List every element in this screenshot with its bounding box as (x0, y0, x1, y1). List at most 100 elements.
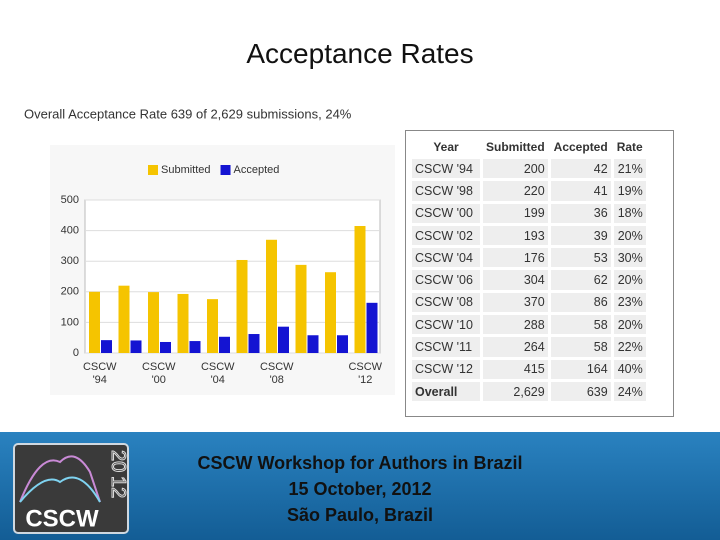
bar (160, 341, 171, 353)
bar (354, 226, 366, 353)
table-cell: 36 (550, 203, 611, 223)
bar (219, 336, 230, 353)
table-cell: CSCW '94 (412, 159, 480, 179)
table-cell: CSCW '98 (412, 181, 480, 201)
table-row: CSCW '12 415 164 40% (412, 359, 646, 379)
y-tick-label: 100 (61, 316, 79, 328)
bar (307, 335, 319, 353)
logo-year: 12 (107, 476, 129, 498)
table-cell: 30% (613, 248, 646, 268)
table-row: CSCW '06 304 62 20% (412, 270, 646, 290)
table-cell: CSCW '12 (412, 359, 480, 379)
bar (278, 326, 289, 353)
logo-year: 20 (107, 450, 129, 472)
table-cell: 199 (483, 203, 548, 223)
table-cell: 86 (550, 292, 611, 313)
table-cell: 42 (550, 159, 611, 179)
data-table: Year Submitted Accepted Rate CSCW '94 200 42 21… (405, 130, 674, 417)
table-cell: CSCW '11 (412, 337, 480, 357)
table-cell: 220 (483, 181, 548, 201)
table-cell: 200 (483, 159, 548, 179)
table-row: CSCW '08 370 86 23% (412, 292, 646, 313)
table-cell: CSCW '06 (412, 270, 480, 290)
table-cell: 288 (483, 315, 548, 335)
table-cell: 2,629 (483, 381, 548, 402)
table-cell: 41 (550, 181, 611, 201)
table-cell: 40% (613, 359, 646, 379)
table-row: CSCW '11 264 58 22% (412, 337, 646, 357)
table-cell: CSCW '08 (412, 292, 480, 313)
logo-curve (19, 455, 101, 503)
footer-line: 15 October, 2012 (288, 479, 431, 499)
table-row: Overall 2,629 639 24% (412, 381, 646, 402)
slide-title: Acceptance Rates (246, 38, 474, 69)
bar (189, 341, 201, 353)
footer-line: São Paulo, Brazil (287, 505, 433, 525)
table-cell: 58 (550, 337, 611, 357)
bar (148, 292, 159, 353)
table-row: CSCW '04 176 53 30% (412, 248, 646, 268)
bar (337, 335, 348, 353)
table-cell: 164 (550, 359, 611, 379)
chart-subtitle: Overall Acceptance Rate 639 of 2,629 sub… (24, 106, 352, 121)
table-cell: 20% (613, 315, 646, 335)
table-cell: 415 (483, 359, 548, 379)
table-cell: CSCW '00 (412, 203, 480, 223)
table-cell: 20% (613, 270, 646, 290)
bar (89, 291, 100, 353)
bar (118, 285, 130, 353)
table-cell: 264 (483, 337, 548, 357)
table-cell: 639 (550, 381, 611, 402)
footer-line: CSCW Workshop for Authors in Brazil (197, 453, 522, 473)
bar (101, 340, 112, 353)
table-cell: 370 (483, 292, 548, 313)
x-tick-label: CSCW '08 (260, 361, 294, 386)
table-cell: 20% (613, 225, 646, 246)
bar (207, 299, 218, 353)
footer-graphic: CSCW 20 12 CSCW Workshop for Authors in … (13, 443, 523, 534)
x-tick-label: CSCW '94 (83, 361, 117, 386)
y-tick-label: 300 (61, 255, 79, 267)
table-cell: 58 (550, 315, 611, 335)
table-cell: CSCW '10 (412, 315, 480, 335)
y-tick-label: 0 (73, 347, 79, 359)
table-cell: 176 (483, 248, 548, 268)
logo-curve (19, 476, 101, 503)
x-tick-label: CSCW '00 (142, 361, 176, 386)
table-cell: 53 (550, 248, 611, 268)
table-cell: CSCW '04 (412, 248, 480, 268)
table-cell: 304 (483, 270, 548, 290)
x-tick-label: CSCW '04 (201, 361, 235, 386)
header-cell: Year (433, 140, 459, 154)
y-tick-label: 400 (61, 225, 79, 237)
table-row: CSCW '94 200 42 21% (412, 159, 646, 179)
bar (295, 264, 307, 353)
bar (236, 259, 248, 353)
table-cell: 39 (550, 225, 611, 246)
bar (177, 293, 189, 353)
x-tick-label: CSCW '12 (348, 361, 382, 386)
legend-swatch (220, 165, 231, 175)
legend-swatch (148, 165, 158, 175)
table-cell: Overall (412, 381, 480, 402)
footer-band: CSCW 20 12 CSCW Workshop for Authors in … (0, 432, 720, 540)
bar (366, 302, 378, 353)
bar (325, 272, 336, 353)
table-cell: 193 (483, 225, 548, 246)
header-cell: Accepted (553, 140, 608, 154)
logo-text: CSCW (25, 505, 99, 532)
table-cell: 24% (613, 381, 646, 402)
table-row: CSCW '02 193 39 20% (412, 225, 646, 246)
bar (248, 334, 260, 353)
table-row: CSCW '10 288 58 20% (412, 315, 646, 335)
table-cell: 21% (613, 159, 646, 179)
header-cell: Submitted (486, 140, 545, 154)
table-cell: 18% (613, 203, 646, 223)
table-row: CSCW '00 199 36 18% (412, 203, 646, 223)
bar (266, 239, 277, 353)
chart: Overall Acceptance Rate 639 of 2,629 sub… (24, 106, 395, 395)
table-cell: 62 (550, 270, 611, 290)
bar (130, 340, 142, 353)
table-row: CSCW '98 220 41 19% (412, 181, 646, 201)
